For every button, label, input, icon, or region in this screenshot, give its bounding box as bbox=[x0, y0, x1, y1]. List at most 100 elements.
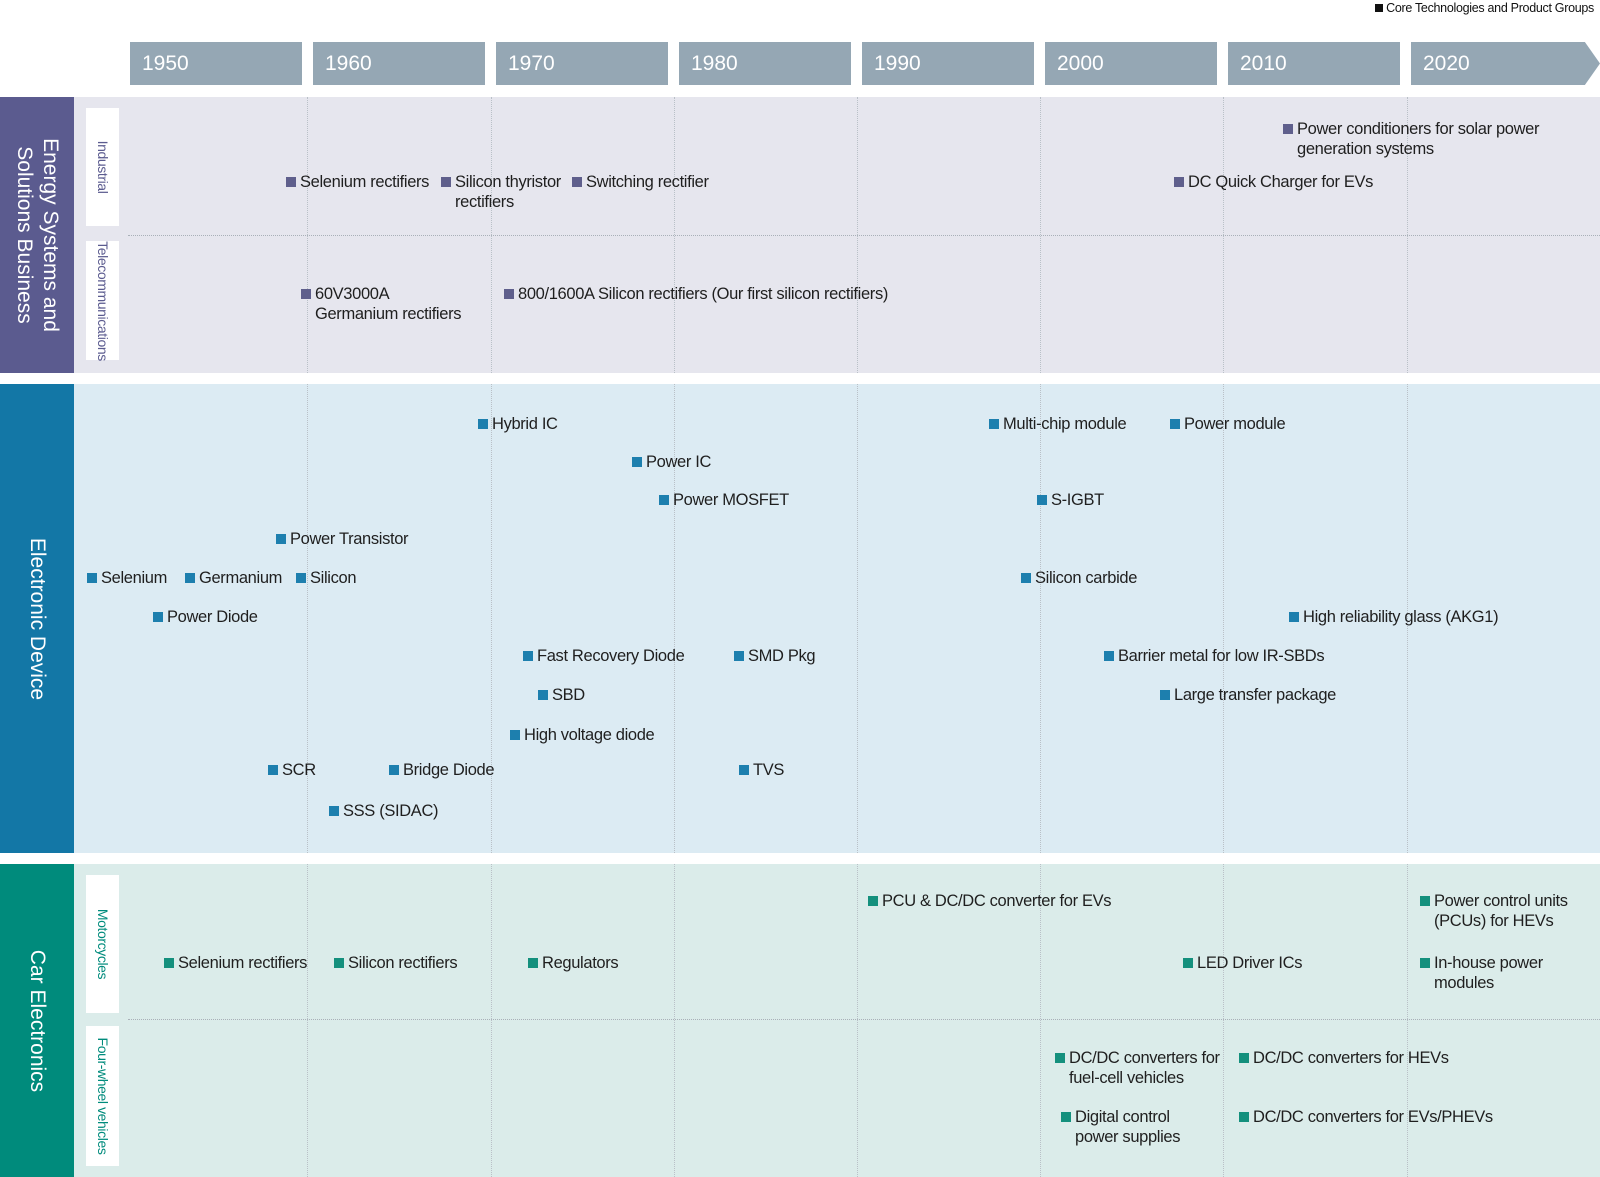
year-1960: 1960 bbox=[313, 42, 485, 85]
divider-line bbox=[128, 1019, 1600, 1020]
marker-square-icon bbox=[632, 457, 642, 467]
marker-square-icon bbox=[1061, 1112, 1071, 1122]
marker-square-icon bbox=[1239, 1053, 1249, 1063]
marker-square-icon bbox=[1021, 573, 1031, 583]
marker-square-icon bbox=[276, 534, 286, 544]
marker-square-icon bbox=[504, 289, 514, 299]
timeline-item: Silicon bbox=[296, 568, 357, 588]
timeline-item: DC Quick Charger for EVs bbox=[1174, 172, 1373, 192]
band-electronic-device: Electronic Device Hybrid IC Multi-chip m… bbox=[0, 384, 1600, 853]
marker-square-icon bbox=[523, 651, 533, 661]
marker-square-icon bbox=[510, 730, 520, 740]
sub-label-four-wheel: Four-wheel vehicles bbox=[86, 1026, 119, 1166]
industrial-label-text: Industrial bbox=[94, 140, 111, 194]
marker-square-icon bbox=[1239, 1112, 1249, 1122]
marker-square-icon bbox=[478, 419, 488, 429]
marker-square-icon bbox=[868, 896, 878, 906]
marker-square-icon bbox=[1289, 612, 1299, 622]
marker-square-icon bbox=[1055, 1053, 1065, 1063]
marker-square-icon bbox=[268, 765, 278, 775]
gridline-1990 bbox=[857, 97, 858, 373]
gridline-1970 bbox=[491, 384, 492, 853]
marker-square-icon bbox=[1104, 651, 1114, 661]
timeline-item: Germanium bbox=[185, 568, 282, 588]
gridline-2000 bbox=[1040, 97, 1041, 373]
marker-square-icon bbox=[1174, 177, 1184, 187]
marker-square-icon bbox=[1420, 958, 1430, 968]
gridline-1960 bbox=[307, 97, 308, 373]
marker-square-icon bbox=[296, 573, 306, 583]
timeline-item: Hybrid IC bbox=[478, 414, 558, 434]
marker-square-icon bbox=[164, 958, 174, 968]
band-car-electronics: Car Electronics Motorcycles Four-wheel v… bbox=[0, 864, 1600, 1177]
timeline-item: LED Driver ICs bbox=[1183, 953, 1302, 973]
legend-square-icon bbox=[1375, 4, 1384, 12]
gridline-1980 bbox=[674, 864, 675, 1177]
timeline-item: Selenium rectifiers bbox=[164, 953, 307, 973]
gridline-1960 bbox=[307, 864, 308, 1177]
timeline-item: SSS (SIDAC) bbox=[329, 801, 439, 821]
timeline-item: Silicon rectifiers bbox=[334, 953, 458, 973]
band-energy-systems: Energy Systems and Solutions Business In… bbox=[0, 97, 1600, 373]
timeline-item: Power Transistor bbox=[276, 529, 409, 549]
timeline-item: Power MOSFET bbox=[659, 490, 789, 510]
marker-square-icon bbox=[734, 651, 744, 661]
timeline-item: Large transfer package bbox=[1160, 685, 1336, 705]
year-1990: 1990 bbox=[862, 42, 1034, 85]
marker-square-icon bbox=[659, 495, 669, 505]
marker-square-icon bbox=[301, 289, 311, 299]
timeline-item: DC/DC converters for fuel-cell vehicles bbox=[1055, 1048, 1225, 1088]
gridline-1990 bbox=[857, 864, 858, 1177]
timeline-item: High voltage diode bbox=[510, 725, 655, 745]
marker-square-icon bbox=[87, 573, 97, 583]
gridline-2020 bbox=[1407, 864, 1408, 1177]
energy-label-text: Energy Systems and Solutions Business bbox=[13, 138, 62, 332]
marker-square-icon bbox=[528, 958, 538, 968]
timeline-item: SBD bbox=[538, 685, 585, 705]
gridline-2020 bbox=[1407, 97, 1408, 373]
marker-square-icon bbox=[989, 419, 999, 429]
timeline-item: Multi-chip module bbox=[989, 414, 1127, 434]
marker-square-icon bbox=[1170, 419, 1180, 429]
timeline-item: DC/DC converters for EVs/PHEVs bbox=[1239, 1107, 1493, 1127]
divider-line bbox=[128, 235, 1600, 236]
marker-square-icon bbox=[329, 806, 339, 816]
timeline-item: SCR bbox=[268, 760, 316, 780]
year-2000: 2000 bbox=[1045, 42, 1217, 85]
telecom-label-text: Telecommunications bbox=[94, 240, 111, 361]
year-2020: 2020 bbox=[1411, 42, 1600, 85]
gridline-1970 bbox=[491, 97, 492, 373]
gridline-2020 bbox=[1407, 384, 1408, 853]
band-label-electronic: Electronic Device bbox=[0, 384, 74, 853]
timeline-item: Silicon thyristor rectifiers bbox=[441, 172, 581, 212]
timeline-item: Silicon carbide bbox=[1021, 568, 1137, 588]
marker-square-icon bbox=[334, 958, 344, 968]
sub-label-motorcycles: Motorcycles bbox=[86, 875, 119, 1013]
gridline-1970 bbox=[491, 864, 492, 1177]
marker-square-icon bbox=[538, 690, 548, 700]
marker-square-icon bbox=[1037, 495, 1047, 505]
timeline-item: 800/1600A Silicon rectifiers (Our first … bbox=[504, 284, 888, 304]
gridline-1980 bbox=[674, 97, 675, 373]
marker-square-icon bbox=[153, 612, 163, 622]
timeline-item: DC/DC converters for HEVs bbox=[1239, 1048, 1449, 1068]
marker-square-icon bbox=[389, 765, 399, 775]
band-label-car: Car Electronics bbox=[0, 864, 74, 1177]
legend: Core Technologies and Product Groups bbox=[1375, 1, 1594, 15]
gridline-2000 bbox=[1040, 864, 1041, 1177]
timeline-item: Power IC bbox=[632, 452, 711, 472]
timeline-item: Fast Recovery Diode bbox=[523, 646, 685, 666]
timeline-item: Switching rectifier bbox=[572, 172, 709, 192]
gridline-2010 bbox=[1223, 864, 1224, 1177]
timeline-item: Barrier metal for low IR-SBDs bbox=[1104, 646, 1325, 666]
timeline-item: Selenium rectifiers bbox=[286, 172, 429, 192]
gridline-2010 bbox=[1223, 384, 1224, 853]
band-label-energy: Energy Systems and Solutions Business bbox=[0, 97, 74, 373]
marker-square-icon bbox=[572, 177, 582, 187]
four-wheel-label-text: Four-wheel vehicles bbox=[94, 1037, 111, 1155]
timeline-item: In-house power modules bbox=[1420, 953, 1570, 993]
year-1950: 1950 bbox=[130, 42, 302, 85]
car-label-text: Car Electronics bbox=[26, 949, 49, 1092]
timeline-item: TVS bbox=[739, 760, 784, 780]
year-1970: 1970 bbox=[496, 42, 668, 85]
